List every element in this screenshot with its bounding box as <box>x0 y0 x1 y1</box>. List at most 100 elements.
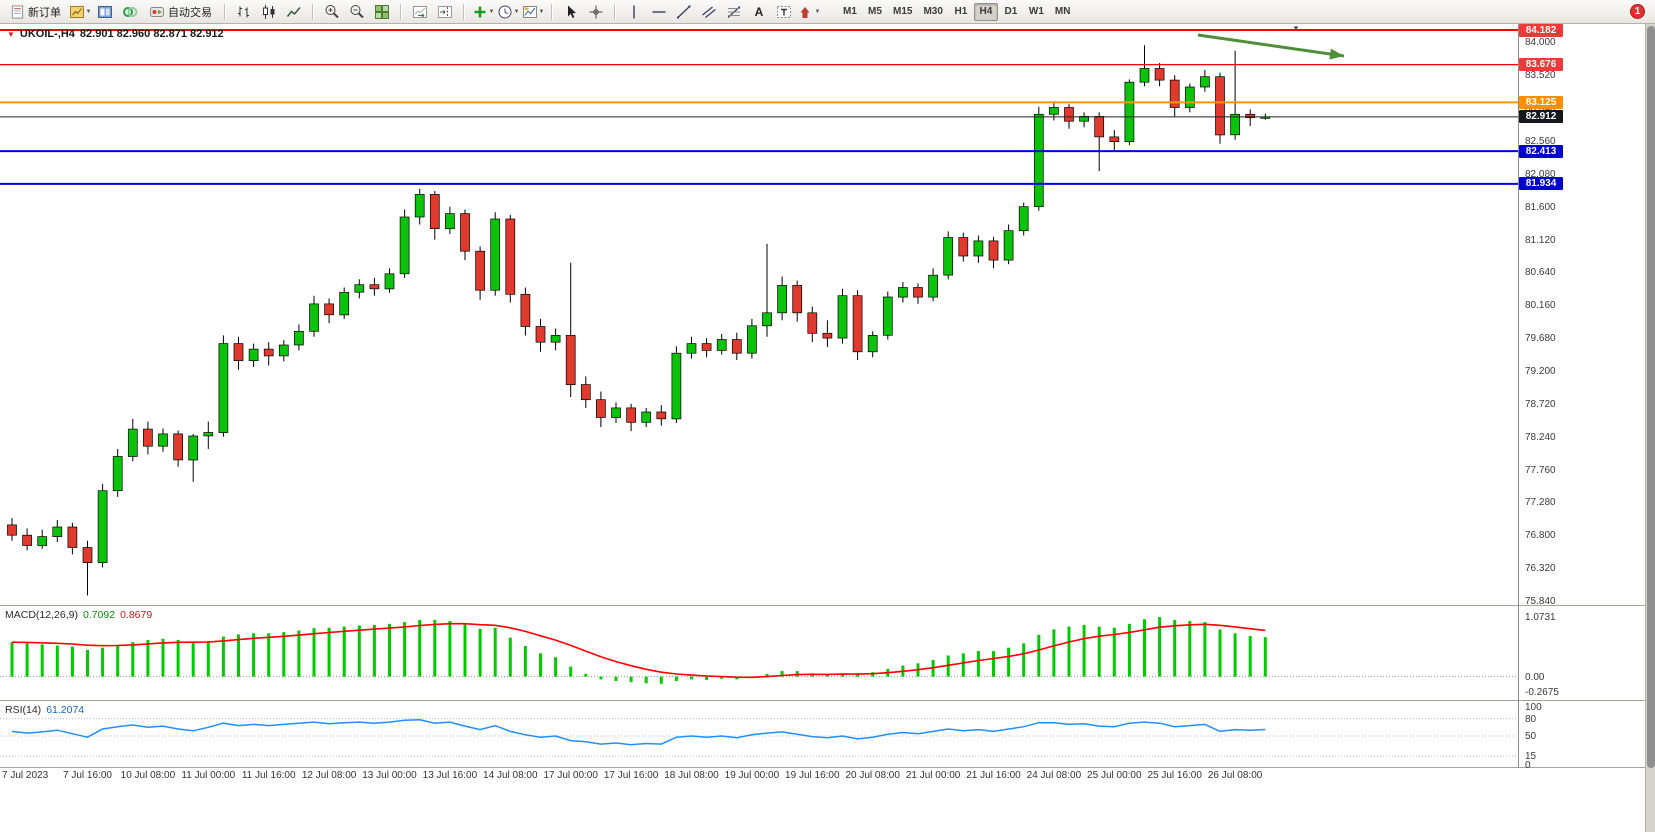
profiles-button[interactable] <box>93 2 117 22</box>
trend-arrow[interactable] <box>1197 33 1345 58</box>
price-tick: 80.160 <box>1525 300 1556 312</box>
timeframe-m1[interactable]: M1 <box>843 6 857 17</box>
tick-down-icon: ▼ <box>7 29 15 39</box>
panel-separator <box>0 767 1645 768</box>
time-label: 20 Jul 08:00 <box>845 770 900 781</box>
toolbar-separator <box>551 3 553 20</box>
zoom-in-icon <box>324 4 340 20</box>
tile-windows-button[interactable] <box>370 2 394 22</box>
price-axis[interactable]: 84.00083.52083.04082.56082.08081.60081.1… <box>1519 23 1645 607</box>
time-label: 19 Jul 00:00 <box>724 770 780 781</box>
indicators-button[interactable]: ▼ <box>471 2 495 22</box>
text-tool-button[interactable]: A <box>747 2 771 22</box>
main-chart-canvas[interactable] <box>0 24 1518 605</box>
vertical-scrollbar[interactable] <box>1645 24 1655 832</box>
periods-button[interactable]: ▼ <box>496 2 520 22</box>
time-label: 18 Jul 08:00 <box>664 770 719 781</box>
ohlc-quote-label: 82.901 82.960 82.871 82.912 <box>79 28 224 40</box>
candles-layer <box>7 45 1271 596</box>
fibonacci-tool-button[interactable] <box>722 2 746 22</box>
new-order-label: 新订单 <box>28 6 61 19</box>
auto-scroll-button[interactable] <box>408 2 432 22</box>
chevron-down-icon: ▼ <box>538 8 545 15</box>
macd-tick: 1.0731 <box>1525 611 1556 623</box>
channel-tool-button[interactable] <box>697 2 721 22</box>
timeframe-m5[interactable]: M5 <box>868 6 882 17</box>
macd-main-value: 0.7092 <box>82 609 116 621</box>
timeframe-m15[interactable]: M15 <box>893 6 913 17</box>
vertical-line-tool-button[interactable] <box>622 2 646 22</box>
auto-trading-icon <box>149 4 165 20</box>
chart-shift-marker[interactable]: ▼ <box>1292 24 1300 33</box>
price-tick: 82.080 <box>1525 168 1556 180</box>
timeframe-h4[interactable]: H4 <box>973 2 998 21</box>
rsi-panel-canvas[interactable] <box>0 701 1518 767</box>
macd-signal-value: 0.8679 <box>120 609 153 621</box>
time-label: 7 Jul 2023 <box>2 770 49 781</box>
bar-chart-button[interactable] <box>232 2 256 22</box>
chevron-down-icon: ▼ <box>85 8 92 15</box>
price-axis-border <box>1518 24 1519 768</box>
tile-windows-icon <box>374 4 390 20</box>
macd-histogram <box>10 617 1267 684</box>
rsi-value: 61.2074 <box>46 704 85 716</box>
macd-signal-line <box>11 622 1266 679</box>
price-tick: 79.680 <box>1525 333 1556 345</box>
trendline-icon <box>676 4 692 20</box>
macd-tick: 0.00 <box>1525 671 1545 683</box>
time-label: 11 Jul 16:00 <box>241 770 296 781</box>
templates-button[interactable]: ▼ <box>521 2 545 22</box>
candlestick-chart-button[interactable] <box>257 2 281 22</box>
rsi-tick: 50 <box>1525 731 1537 742</box>
shapes-tool-button[interactable]: ▼ <box>797 2 821 22</box>
price-tick: 77.760 <box>1525 464 1556 476</box>
time-axis[interactable]: 7 Jul 2023 7 Jul 16:00 10 Jul 08:00 11 Jul … <box>0 768 1518 785</box>
symbol-timeframe-label: UKOIL-,H4 <box>19 28 75 40</box>
time-label: 10 Jul 08:00 <box>120 770 176 781</box>
horizontal-line-tool-button[interactable] <box>647 2 671 22</box>
text-label-tool-button[interactable] <box>772 2 796 22</box>
timeframe-m30[interactable]: M30 <box>923 6 943 17</box>
trendline-tool-button[interactable] <box>672 2 696 22</box>
toolbar-separator <box>614 3 616 20</box>
clock-icon <box>497 4 513 20</box>
time-label: 17 Jul 00:00 <box>543 770 598 781</box>
price-tick: 79.200 <box>1525 365 1556 377</box>
auto-trading-button[interactable]: 自动交易 <box>143 2 218 22</box>
panel-separator[interactable] <box>0 700 1645 701</box>
cursor-tool-button[interactable] <box>559 2 583 22</box>
price-badge-84.182: 84.182 <box>1519 23 1563 37</box>
rsi-tick: 15 <box>1525 751 1537 763</box>
timeframe-d1[interactable]: D1 <box>1004 6 1018 17</box>
crosshair-tool-button[interactable] <box>584 2 608 22</box>
timeframe-h1[interactable]: H1 <box>954 6 968 17</box>
community-button[interactable] <box>118 2 142 22</box>
macd-tick: -0.2675 <box>1525 686 1559 698</box>
notification-badge[interactable]: 1 <box>1630 4 1645 19</box>
vertical-line-icon <box>626 4 642 20</box>
timeframe-mn[interactable]: MN <box>1054 6 1071 17</box>
scrollbar-thumb[interactable] <box>1647 26 1655 768</box>
time-label: 13 Jul 00:00 <box>362 770 417 781</box>
rsi-indicator-label: RSI(14) 61.2074 <box>5 704 84 716</box>
chevron-down-icon: ▼ <box>488 8 495 15</box>
zoom-in-button[interactable] <box>320 2 344 22</box>
price-tick: 84.000 <box>1525 37 1556 49</box>
new-order-button[interactable]: 新订单 <box>4 2 67 22</box>
price-tick: 78.240 <box>1525 431 1556 443</box>
panel-separator[interactable] <box>0 605 1645 606</box>
time-label: 26 Jul 08:00 <box>1207 770 1263 781</box>
auto-scroll-icon <box>412 4 428 20</box>
zoom-out-button[interactable] <box>345 2 369 22</box>
line-chart-button[interactable] <box>282 2 306 22</box>
timeframe-w1[interactable]: W1 <box>1028 6 1044 17</box>
rsi-tick: 0 <box>1525 760 1531 771</box>
toolbar-separator <box>463 3 465 20</box>
rsi-axis: 100 80 50 15 0 <box>1519 701 1645 771</box>
time-label: 25 Jul 00:00 <box>1087 770 1142 781</box>
price-tick: 77.280 <box>1525 497 1556 509</box>
chart-shift-button[interactable] <box>433 2 457 22</box>
new-chart-button[interactable]: ▼ <box>68 2 92 22</box>
zoom-out-icon <box>349 4 365 20</box>
macd-panel-canvas[interactable] <box>0 606 1518 700</box>
